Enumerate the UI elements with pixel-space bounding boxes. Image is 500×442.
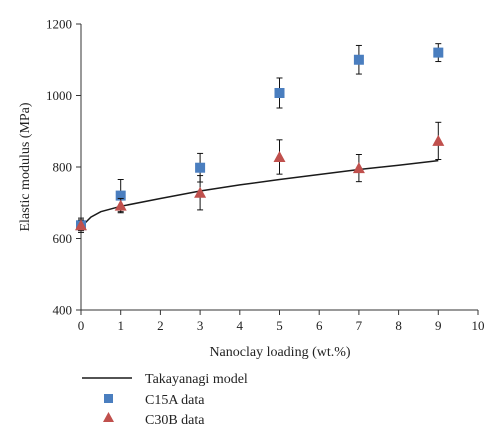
c30b-marker [273, 150, 286, 162]
legend-label-takayanagi: Takayanagi model [145, 372, 248, 387]
c30b-point [273, 139, 286, 175]
x-tick-label: 6 [316, 318, 323, 333]
x-tick-label: 1 [117, 318, 124, 333]
y-tick-label: 800 [53, 160, 73, 175]
legend-label-c15a: C15A data [145, 393, 205, 408]
legend-marker-c30b [103, 412, 114, 422]
x-tick-label: 2 [157, 318, 164, 333]
c30b-point [352, 153, 365, 183]
y-tick-label: 1200 [46, 17, 72, 32]
c30b-point [194, 175, 207, 211]
c15a-point [353, 44, 364, 75]
legend: Takayanagi model C15A data C30B data [82, 372, 248, 428]
legend-marker-c15a [104, 394, 113, 403]
c15a-marker [274, 87, 285, 98]
data-marks [75, 43, 445, 233]
c30b-point [114, 197, 127, 214]
c15a-point [433, 43, 444, 63]
c30b-marker [432, 134, 445, 146]
x-tick-label: 9 [435, 318, 442, 333]
legend-label-c30b: C30B data [145, 413, 205, 428]
x-tick-label: 7 [356, 318, 363, 333]
y-tick-label: 600 [53, 231, 73, 246]
c15a-marker [115, 190, 126, 201]
plot-area: 0 1 2 3 4 5 6 7 8 9 10 400 600 800 1000 1200 [46, 17, 485, 334]
takayanagi-model-line [80, 159, 439, 228]
c15a-marker [433, 47, 444, 58]
x-tick-label: 5 [276, 318, 283, 333]
x-tick-label: 8 [395, 318, 402, 333]
c30b-marker [114, 199, 127, 211]
c15a-marker [195, 162, 206, 173]
y-tick-label: 400 [53, 303, 73, 318]
x-tick-label: 0 [78, 318, 85, 333]
x-axis-title: Nanoclay loading (wt.%) [209, 345, 350, 360]
c15a-point [274, 77, 285, 109]
c30b-marker [352, 162, 365, 174]
x-tick-label: 3 [197, 318, 204, 333]
x-tick-label: 10 [472, 318, 485, 333]
c30b-marker [75, 219, 87, 231]
c15a-marker [353, 54, 364, 65]
c30b-marker [194, 186, 207, 198]
x-tick-label: 4 [237, 318, 244, 333]
y-axis-title: Elastic modulus (MPa) [18, 102, 33, 231]
c30b-point [75, 219, 87, 232]
y-tick-label: 1000 [46, 88, 72, 103]
c30b-point [432, 121, 445, 160]
axis-ticks: 0 1 2 3 4 5 6 7 8 9 10 400 600 800 1000 1200 [46, 17, 485, 334]
